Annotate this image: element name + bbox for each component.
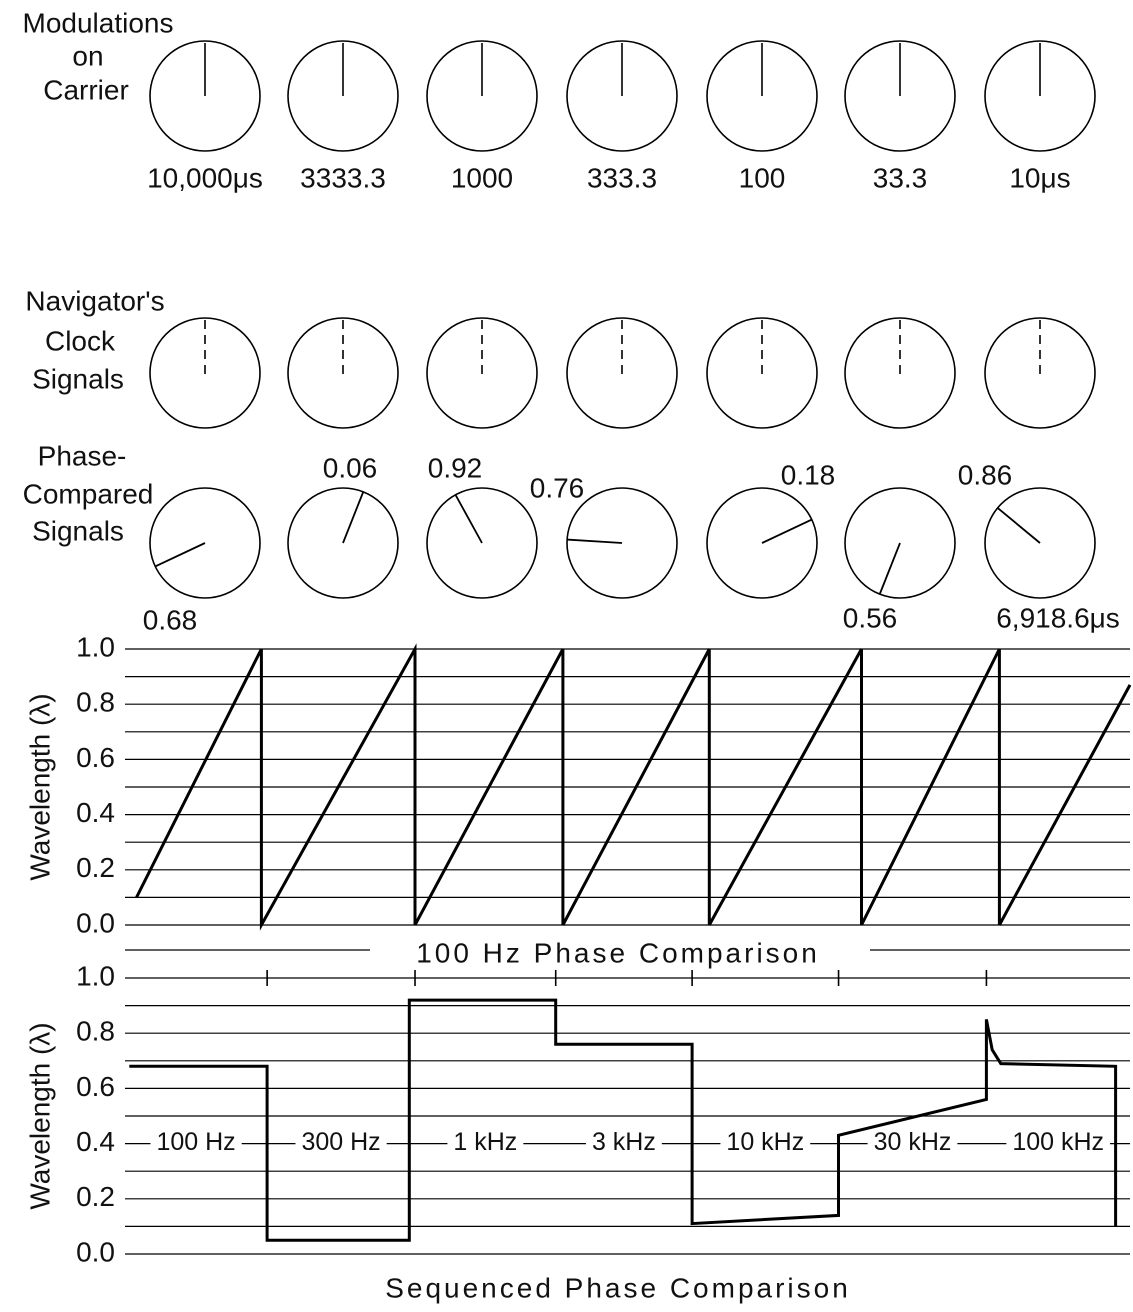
dial bbox=[149, 40, 261, 152]
dial bbox=[566, 487, 678, 599]
dial bbox=[426, 317, 538, 429]
segment-label: 1 kHz bbox=[453, 1128, 517, 1156]
dial bbox=[287, 317, 399, 429]
period-label: 3333.3 bbox=[300, 162, 386, 193]
phase-hand bbox=[342, 491, 365, 544]
period-label: 333.3 bbox=[587, 162, 657, 193]
dial bbox=[287, 40, 399, 152]
y-tick-label: 0.0 bbox=[76, 1236, 115, 1267]
phase-hand bbox=[761, 518, 813, 544]
segment-label: 100 Hz bbox=[156, 1128, 235, 1156]
phase-hand bbox=[567, 538, 623, 544]
dial bbox=[706, 487, 818, 599]
phase-hand bbox=[154, 542, 206, 568]
segment-label-bg bbox=[295, 1139, 387, 1148]
period-label: 10,000μs bbox=[147, 162, 263, 193]
period-label: 1000 bbox=[451, 162, 513, 193]
segment-label-bg bbox=[447, 1139, 524, 1148]
period-label: 100 bbox=[739, 162, 786, 193]
y-tick-label: 0.2 bbox=[76, 852, 115, 883]
y-axis-label: Wavelength (λ) bbox=[24, 693, 55, 880]
phase-label: 0.18 bbox=[781, 459, 836, 490]
row-label: Signals bbox=[32, 515, 124, 546]
dial bbox=[149, 487, 261, 599]
y-tick-label: 1.0 bbox=[76, 631, 115, 662]
y-tick-label: 0.4 bbox=[76, 797, 115, 828]
dial bbox=[426, 487, 538, 599]
segment-label: 300 Hz bbox=[301, 1128, 380, 1156]
dial bbox=[844, 40, 956, 152]
row-label: Navigator's bbox=[25, 285, 164, 316]
row-label: Clock bbox=[45, 325, 116, 356]
row-label: Compared bbox=[23, 478, 154, 509]
segment-label-bg bbox=[585, 1139, 662, 1148]
row-label: Modulations bbox=[23, 7, 174, 38]
phase-label: 0.56 bbox=[843, 602, 898, 633]
row-label: Phase- bbox=[38, 440, 127, 471]
y-tick-label: 0.6 bbox=[76, 1071, 115, 1102]
segment-label: 3 kHz bbox=[592, 1128, 656, 1156]
phase-hand bbox=[997, 507, 1041, 544]
row-label: Carrier bbox=[43, 74, 129, 105]
y-tick-label: 0.4 bbox=[76, 1126, 115, 1157]
dial bbox=[706, 317, 818, 429]
period-label: 33.3 bbox=[873, 162, 928, 193]
dial bbox=[426, 40, 538, 152]
dial bbox=[149, 317, 261, 429]
total-label: 6,918.6μs bbox=[996, 602, 1120, 633]
y-tick-label: 0.0 bbox=[76, 907, 115, 938]
phase-label: 0.86 bbox=[958, 459, 1013, 490]
dial bbox=[844, 487, 956, 599]
dial bbox=[287, 487, 399, 599]
dial bbox=[984, 40, 1096, 152]
row-label: Signals bbox=[32, 363, 124, 394]
chart-title: 100 Hz Phase Comparison bbox=[416, 937, 820, 968]
series-line bbox=[135, 643, 1132, 931]
y-tick-label: 0.2 bbox=[76, 1181, 115, 1212]
y-tick-label: 1.0 bbox=[76, 960, 115, 991]
chart-title: Sequenced Phase Comparison bbox=[385, 1272, 851, 1303]
segment-label-bg bbox=[720, 1139, 811, 1148]
phase-label: 0.06 bbox=[323, 452, 378, 483]
segment-label-bg bbox=[867, 1139, 958, 1148]
row-label: on bbox=[72, 40, 103, 71]
segment-label-bg bbox=[1006, 1139, 1111, 1148]
period-label: 10μs bbox=[1009, 162, 1070, 193]
y-tick-label: 0.6 bbox=[76, 742, 115, 773]
phase-label: 0.76 bbox=[530, 472, 585, 503]
dial bbox=[984, 317, 1096, 429]
phase-hand bbox=[878, 542, 901, 595]
y-tick-label: 0.8 bbox=[76, 687, 115, 718]
y-tick-label: 0.8 bbox=[76, 1016, 115, 1047]
series-line bbox=[129, 998, 1118, 1242]
y-axis-label: Wavelength (λ) bbox=[24, 1022, 55, 1209]
segment-label-bg bbox=[150, 1139, 242, 1148]
segment-label: 100 kHz bbox=[1012, 1128, 1104, 1156]
phase-label: 0.68 bbox=[143, 604, 198, 635]
dial bbox=[984, 487, 1096, 599]
dial bbox=[844, 317, 956, 429]
phase-label: 0.92 bbox=[428, 452, 483, 483]
segment-label: 30 kHz bbox=[874, 1128, 952, 1156]
phase-hand bbox=[454, 494, 483, 544]
dial bbox=[566, 40, 678, 152]
dial bbox=[566, 317, 678, 429]
segment-label: 10 kHz bbox=[726, 1128, 804, 1156]
dial bbox=[706, 40, 818, 152]
